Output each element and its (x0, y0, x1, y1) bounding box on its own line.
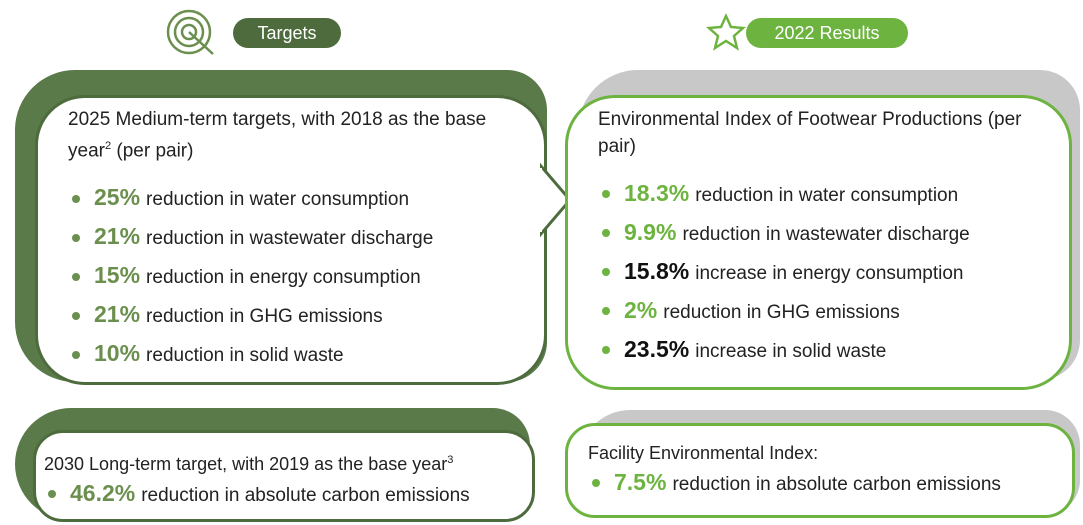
percent: 15.8% (624, 258, 690, 284)
footnote: 2 (104, 140, 112, 152)
box-title: Facility Environmental Index: (588, 443, 819, 463)
bullet-item: 7.5% reduction in absolute carbon emissio… (588, 467, 1072, 497)
bullet-item: 21% reduction in wastewater discharge (68, 217, 524, 256)
facility-box: Facility Environmental Index: 7.5% reduct… (565, 423, 1075, 518)
bullet-item: 23.5% increase in solid waste (598, 330, 1059, 369)
bullet-item: 15.8% increase in energy consumption (598, 252, 1059, 291)
title-text: 2030 Long-term target, with 2019 as the … (44, 454, 448, 474)
item-text: reduction in water consumption (146, 189, 410, 211)
box-title: 2025 Medium-term targets, with 2018 as t… (68, 106, 524, 164)
bullet-item: 15% reduction in energy consumption (68, 256, 524, 295)
item-text: reduction in absolute carbon emissions (672, 474, 1001, 495)
title-text: 2025 Medium-term targets, with 2018 as t… (68, 109, 487, 162)
results-box: Environmental Index of Footwear Producti… (565, 95, 1072, 390)
bullet (602, 346, 610, 355)
percent: 15% (94, 262, 141, 289)
item-text: reduction in absolute carbon emissions (141, 485, 470, 506)
percent: 9.9% (624, 219, 677, 245)
bullet (72, 350, 80, 359)
star-icon (705, 12, 747, 51)
bullet-item: 10% reduction in solid waste (68, 334, 524, 373)
item-text: reduction in water consumption (695, 185, 959, 206)
percent: 2% (624, 297, 658, 323)
item-text: reduction in GHG emissions (663, 302, 900, 323)
bullet-item: 9.9% reduction in wastewater discharge (598, 213, 1059, 252)
percent: 46.2% (70, 480, 136, 506)
bullet-item: 18.3% reduction in water consumption (598, 174, 1059, 213)
bullet (72, 272, 80, 281)
medium-target-box: 2025 Medium-term targets, with 2018 as t… (35, 95, 547, 385)
item-text: reduction in energy consumption (146, 267, 421, 289)
percent: 7.5% (614, 469, 667, 495)
targets-label: Targets (233, 18, 341, 48)
bullet (72, 233, 80, 242)
box-title: Environmental Index of Footwear Producti… (598, 109, 1022, 157)
percent: 18.3% (624, 180, 690, 206)
bullet (592, 479, 600, 488)
item-text: reduction in solid waste (146, 345, 344, 367)
item-text: reduction in GHG emissions (146, 306, 383, 328)
title-text: (per pair) (111, 140, 194, 162)
bullet (72, 194, 80, 203)
percent: 10% (94, 340, 141, 367)
long-target-box: 2030 Long-term target, with 2019 as the … (33, 430, 535, 522)
bullet-item: 46.2% reduction in absolute carbon emissi… (44, 478, 532, 508)
percent: 21% (94, 223, 141, 250)
bullet (72, 311, 80, 320)
pointer (540, 162, 572, 238)
bullet (602, 268, 610, 277)
bullet-item: 21% reduction in GHG emissions (68, 295, 524, 334)
bullet (602, 190, 610, 199)
bullet-item: 25% reduction in water consumption (68, 178, 524, 217)
footnote: 3 (447, 454, 454, 466)
percent: 25% (94, 184, 141, 211)
target-icon (166, 9, 214, 55)
item-text: increase in energy consumption (695, 263, 964, 284)
percent: 23.5% (624, 336, 690, 362)
bullet (602, 307, 610, 316)
box-title: 2030 Long-term target, with 2019 as the … (44, 447, 532, 478)
percent: 21% (94, 301, 141, 328)
bullet (602, 229, 610, 238)
results-label: 2022 Results (746, 18, 908, 48)
item-text: reduction in wastewater discharge (682, 224, 970, 245)
item-text: reduction in wastewater discharge (146, 228, 434, 250)
item-text: increase in solid waste (695, 341, 887, 362)
bullet-item: 2% reduction in GHG emissions (598, 291, 1059, 330)
bullet (48, 490, 56, 499)
